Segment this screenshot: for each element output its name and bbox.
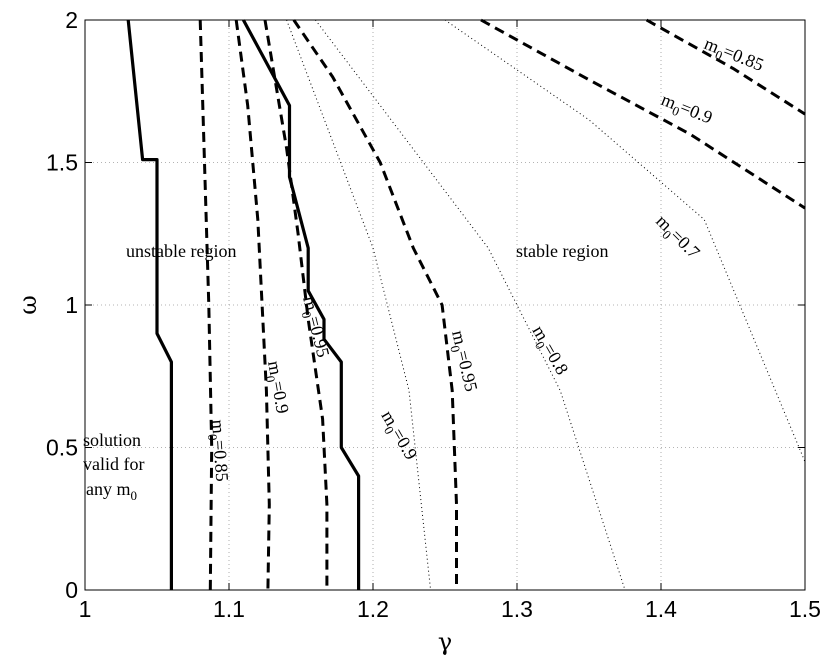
y-tick-label: 1 (65, 292, 78, 318)
series-line-solid-thick (126, 19, 173, 590)
x-tick-label: 1.2 (357, 596, 389, 622)
solution-note-line2: valid for (83, 454, 144, 474)
y-tick-label: 0 (65, 577, 78, 603)
x-tick-label: 1.4 (645, 596, 677, 622)
label-m0-08: m0=0.8 (525, 322, 572, 380)
unstable-region-label: unstable region (126, 241, 236, 261)
label-m0-095-mid: m0=0.95 (444, 328, 481, 394)
x-tick-label: 1.5 (789, 596, 821, 622)
y-tick-label: 2 (65, 7, 78, 33)
label-m0-085-left: m0=0.85 (204, 419, 232, 483)
x-axis-label: γ (438, 628, 452, 656)
label-m0-09-left: m0=0.9 (260, 359, 293, 416)
solution-note: solution valid for any m0 (83, 430, 144, 503)
grid (85, 20, 805, 590)
stable-region-label: stable region (516, 241, 608, 261)
x-tick-label: 1 (79, 596, 92, 622)
y-tick-labels: 0 0.5 1 1.5 2 (46, 7, 78, 603)
axis-ticks (84, 19, 806, 591)
label-m0-07: m0=0.7 (649, 211, 704, 266)
x-tick-label: 1.3 (501, 596, 533, 622)
label-m0-09-right: m0=0.9 (657, 89, 715, 131)
series-line-dashed-thick (292, 19, 458, 590)
x-tick-labels: 1 1.1 1.2 1.3 1.4 1.5 (79, 596, 821, 622)
solution-note-line3: any m0 (86, 479, 137, 503)
x-tick-label: 1.1 (213, 596, 245, 622)
y-tick-label: 1.5 (46, 150, 78, 176)
series-line-dotted-thin (444, 19, 806, 462)
series-line-dashed-thick (480, 18, 806, 210)
y-tick-label: 0.5 (46, 435, 78, 461)
solution-note-line1: solution (83, 430, 141, 450)
series-line-dashed-thick (263, 19, 329, 590)
curves (126, 18, 806, 591)
series-line-dashed-thick (645, 18, 806, 116)
label-m0-095-left: m0=0.95 (295, 294, 333, 360)
series-line-solid-thick (241, 19, 361, 590)
y-axis-label: ω (14, 295, 42, 315)
series-line-dashed-thick (234, 19, 271, 591)
